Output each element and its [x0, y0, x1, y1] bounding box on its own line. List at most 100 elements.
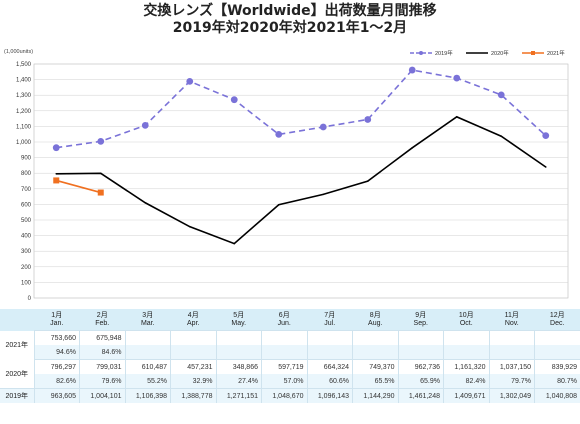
column-header: 1月 Jan. — [34, 309, 80, 331]
month-label-en: Nov. — [504, 319, 519, 327]
percent-cell — [306, 345, 353, 360]
percent-cell — [124, 345, 171, 360]
column-header: 10月 Oct. — [443, 309, 489, 331]
month-label-jp: 8月 — [369, 311, 381, 319]
value-cell: 962,736 — [397, 359, 444, 374]
column-header: 3月 Mar. — [125, 309, 171, 331]
value-cell: 1,048,670 — [261, 388, 307, 403]
value-cell: 799,031 — [79, 359, 125, 374]
month-label-en: Mar. — [140, 319, 155, 327]
value-cell — [443, 330, 489, 345]
data-point-0 — [186, 77, 194, 85]
y-tick-label: 1,100 — [16, 124, 32, 130]
data-point-1 — [544, 166, 547, 168]
row-label: 2019年 — [0, 388, 35, 403]
column-header: 7月 Jul. — [307, 309, 353, 331]
data-point-1 — [366, 180, 369, 182]
percent-cell: 79.7% — [488, 374, 535, 389]
month-label-en: Jul. — [324, 319, 336, 327]
month-label-en: Jan. — [50, 319, 64, 327]
percent-cell: 57.0% — [261, 374, 307, 389]
row-label: 2021年 — [0, 330, 35, 360]
value-cell: 675,948 — [79, 330, 125, 345]
percent-cell — [215, 345, 262, 360]
row-label: 2020年 — [0, 359, 35, 389]
percent-cell — [443, 345, 489, 360]
value-cell: 1,037,150 — [488, 359, 535, 374]
value-cell: 1,040,808 — [534, 388, 580, 403]
data-point-1 — [455, 116, 458, 118]
y-tick-label: 700 — [21, 187, 32, 193]
y-tick-label: 900 — [21, 156, 32, 162]
data-point-0 — [319, 123, 327, 131]
table-row: 2021年 753,660 675,948 — [0, 330, 580, 360]
percent-cell: 80.7% — [534, 374, 580, 389]
month-label-en: Jun. — [277, 319, 291, 327]
table-row: 2020年 796,297 799,031 610,487 457,231 348,866… — [0, 359, 580, 389]
percent-cell: 55.2% — [124, 374, 171, 389]
y-tick-label: 1,000 — [16, 140, 32, 146]
value-cell: 610,487 — [124, 359, 171, 374]
y-tick-label: 1,200 — [16, 109, 32, 115]
percent-cell: 82.4% — [443, 374, 489, 389]
y-tick-label: 800 — [21, 171, 32, 177]
percent-cell: 60.6% — [306, 374, 353, 389]
value-cell: 1,161,320 — [443, 359, 489, 374]
data-table: 1月 Jan. 2月 Feb. 3月 Mar. 4月 Apr. 5月 May. 6月 Jun. 7月 Ju… — [0, 309, 580, 403]
data-point-1 — [277, 203, 280, 206]
month-label-jp: 7月 — [324, 311, 336, 319]
table-row-percent: 94.6% 84.6% — [0, 345, 580, 360]
percent-cell: 32.9% — [170, 374, 216, 389]
y-tick-label: 1,400 — [16, 78, 32, 84]
month-label-en: Feb. — [95, 319, 110, 327]
data-point-1 — [322, 193, 325, 196]
y-tick-label: 300 — [21, 249, 32, 255]
y-tick-label: 500 — [21, 218, 32, 224]
column-header: 2月 Feb. — [79, 309, 125, 331]
chart-title: 交換レンズ【Worldwide】出荷数量月間推移 — [143, 3, 437, 19]
legend-marker — [531, 51, 535, 55]
legend-label: 2019年 — [435, 49, 453, 57]
y-tick-label: 200 — [21, 265, 32, 271]
percent-cell — [170, 345, 216, 360]
value-cell: 1,461,248 — [397, 388, 444, 403]
data-point-0 — [408, 66, 416, 74]
series-line-0 — [56, 69, 547, 149]
data-point-1 — [55, 172, 58, 175]
y-tick-label: 1,500 — [16, 62, 32, 68]
percent-cell — [261, 345, 307, 360]
value-cell: 963,605 — [33, 388, 80, 403]
table-corner — [0, 309, 34, 331]
column-header: 6月 Jun. — [261, 309, 307, 331]
month-label-jp: 1月 — [51, 311, 63, 319]
month-label-en: Oct. — [459, 319, 473, 327]
month-label-en: Dec. — [550, 319, 565, 327]
column-header: 4月 Apr. — [170, 309, 216, 331]
column-header: 8月 Aug. — [352, 309, 398, 331]
value-cell: 597,719 — [261, 359, 307, 374]
y-tick-label: 400 — [21, 234, 32, 240]
value-cell: 1,409,671 — [443, 388, 489, 403]
chart-subtitle: 2019年対2020年対2021年1～2月 — [172, 20, 408, 36]
data-point-0 — [364, 116, 372, 123]
month-label-jp: 6月 — [278, 311, 290, 319]
percent-cell — [352, 345, 398, 360]
month-label-en: Sep. — [413, 319, 428, 327]
value-cell: 1,106,398 — [124, 388, 171, 403]
value-cell — [170, 330, 216, 345]
value-cell: 348,866 — [215, 359, 262, 374]
table-row: 2019年 963,605 1,004,101 1,106,398 1,388,778 1… — [0, 388, 580, 403]
data-point-0 — [275, 131, 283, 138]
value-cell: 749,370 — [352, 359, 398, 374]
value-cell — [306, 330, 353, 345]
percent-cell — [488, 345, 535, 360]
value-cell — [534, 330, 580, 345]
percent-cell — [397, 345, 444, 360]
column-header: 9月 Sep. — [398, 309, 444, 331]
month-label-jp: 9月 — [415, 311, 427, 319]
month-label-en: Apr. — [187, 319, 200, 327]
value-cell — [397, 330, 444, 345]
y-tick-label: 100 — [21, 280, 32, 286]
data-point-1 — [188, 225, 191, 228]
percent-cell: 27.4% — [215, 374, 262, 389]
